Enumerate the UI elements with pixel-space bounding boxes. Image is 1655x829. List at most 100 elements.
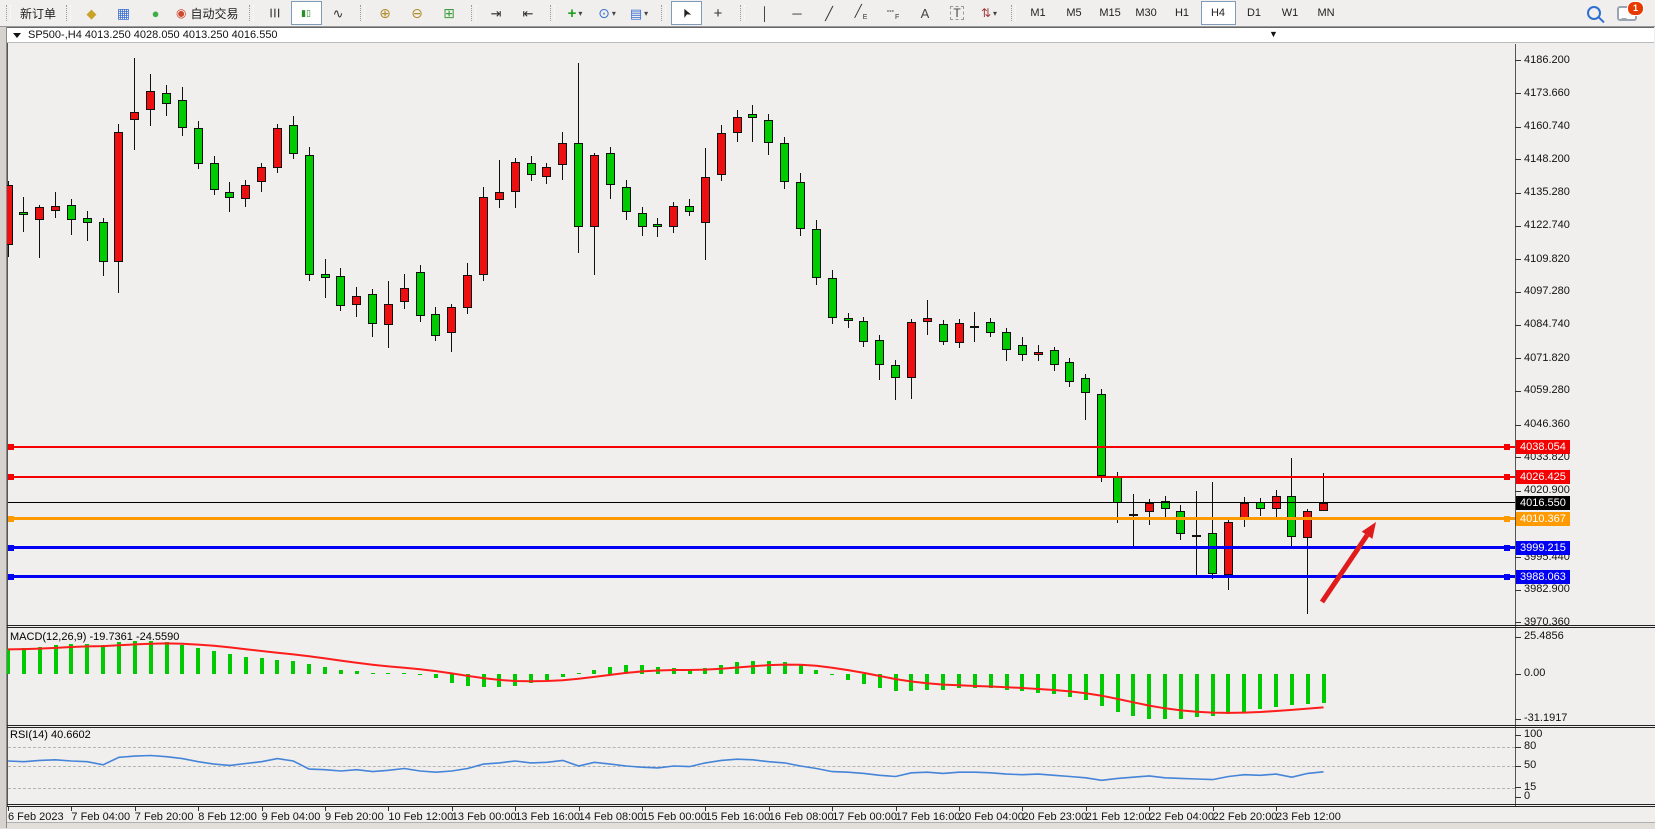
- x-axis-label: 20 Feb 23:00: [1022, 811, 1088, 823]
- macd-histogram-bar: [116, 642, 121, 674]
- timeframe-m30-button[interactable]: M30: [1135, 7, 1157, 19]
- candle-body: [431, 313, 441, 336]
- price-line-handle[interactable]: [8, 573, 14, 580]
- candle-body: [415, 272, 425, 316]
- x-axis-tick: [515, 807, 517, 811]
- zoom-in-icon[interactable]: ⊕: [370, 1, 401, 25]
- text-label-icon[interactable]: T: [942, 1, 973, 25]
- auto-trading-icon: ◉: [176, 6, 187, 20]
- x-axis-label: 22 Feb 04:00: [1149, 811, 1215, 823]
- candle-body: [1081, 378, 1091, 393]
- chart-shift-icon[interactable]: ⇤: [513, 1, 544, 25]
- auto-trading-button-label: 自动交易: [190, 6, 239, 21]
- timeframe-mn-button[interactable]: MN: [1317, 7, 1335, 19]
- y-axis-tick: [1515, 622, 1521, 624]
- search-icon[interactable]: [1587, 6, 1601, 20]
- candle-body: [368, 294, 378, 325]
- horizontal-line-icon[interactable]: ─: [782, 1, 813, 25]
- candle-body: [938, 324, 948, 342]
- candle-body: [811, 229, 821, 278]
- macd-histogram-bar: [893, 674, 898, 692]
- symbols-icon[interactable]: ◆: [76, 1, 107, 25]
- timeframe-m15-button[interactable]: M15: [1099, 7, 1121, 19]
- new-order-button[interactable]: 新订单: [16, 1, 60, 25]
- rsi-level-line: [8, 747, 1515, 749]
- candle-body: [383, 303, 393, 325]
- symbol-dropdown-icon[interactable]: [13, 32, 21, 38]
- panel-collapse-arrow-icon[interactable]: ▼: [1269, 29, 1278, 39]
- auto-scroll-icon[interactable]: ⇥: [481, 1, 512, 25]
- price-line[interactable]: [8, 517, 1515, 521]
- tile-windows-icon: ⊞: [443, 5, 455, 21]
- fibonacci-icon[interactable]: ┄F: [878, 1, 909, 25]
- channel-icon[interactable]: ╱E: [846, 1, 877, 25]
- price-line[interactable]: [8, 475, 1515, 478]
- price-line-handle[interactable]: [8, 473, 14, 480]
- macd-histogram-bar: [735, 662, 740, 674]
- rsi-level-line: [8, 766, 1515, 767]
- x-axis-tick: [705, 807, 707, 811]
- crosshair-icon[interactable]: +: [703, 1, 734, 25]
- bar-chart-icon[interactable]: ☰: [259, 1, 290, 25]
- price-line[interactable]: [8, 502, 1515, 504]
- macd-histogram-bar: [212, 650, 217, 674]
- macd-histogram-bar: [69, 643, 74, 674]
- templates-icon[interactable]: ▤ ▾: [624, 1, 655, 25]
- x-axis-tick: [1149, 807, 1151, 811]
- candle-body: [193, 127, 203, 165]
- price-line-handle[interactable]: [1504, 573, 1510, 580]
- line-chart-icon[interactable]: ∿: [323, 1, 354, 25]
- y-axis-tick: [1515, 490, 1521, 492]
- timeframe-d1-button[interactable]: D1: [1246, 7, 1262, 19]
- candlestick-chart-icon[interactable]: ▮▯: [290, 1, 322, 25]
- main-toolbar: 新订单 ◆ ▦ ● ◉ 自动交易 ☰ ▮▯ ∿ ⊕ ⊖ ⊞ ⇥ ⇤ + ▾ ⊙ ▾ ▤ ▾ ➤ + │ ─ ╱ ╱E ┄F A T ⇅ ▾ M…: [0, 0, 1655, 27]
- trendline-icon[interactable]: ╱: [814, 1, 845, 25]
- zoom-out-icon[interactable]: ⊖: [402, 1, 433, 25]
- x-axis-label: 10 Feb 12:00: [388, 811, 454, 823]
- y-axis-tick-label: 3970.360: [1524, 615, 1570, 628]
- arrows-icon[interactable]: ⇅ ▾: [974, 1, 1005, 25]
- candle-body: [605, 152, 615, 185]
- cursor-icon[interactable]: ➤: [670, 1, 702, 25]
- timeframe-h1-button[interactable]: H1: [1174, 7, 1190, 19]
- auto-trading-button[interactable]: ◉ 自动交易: [172, 1, 243, 25]
- macd-histogram-bar: [1258, 674, 1263, 710]
- price-line-handle[interactable]: [1504, 544, 1510, 551]
- vertical-line-icon[interactable]: │: [750, 1, 781, 25]
- candle-body: [177, 100, 187, 128]
- x-axis-label: 8 Feb 12:00: [198, 811, 257, 823]
- price-line-handle[interactable]: [1504, 473, 1510, 480]
- price-line-handle[interactable]: [1504, 443, 1510, 450]
- indicators-icon[interactable]: + ▾: [560, 1, 591, 25]
- macd-histogram-bar: [497, 674, 502, 688]
- price-line-tag: 3988.063: [1516, 569, 1570, 584]
- price-line-handle[interactable]: [8, 544, 14, 551]
- x-axis-tick: [642, 807, 643, 811]
- candle-wick: [895, 359, 897, 400]
- timeframe-m5-button[interactable]: M5: [1066, 7, 1082, 19]
- price-line[interactable]: [8, 575, 1515, 579]
- price-line[interactable]: [8, 445, 1515, 448]
- x-axis-tick: [832, 807, 834, 811]
- macd-histogram-bar: [655, 666, 660, 674]
- price-line-handle[interactable]: [1504, 515, 1510, 522]
- timeframe-m1-button[interactable]: M1: [1030, 7, 1046, 19]
- navigator-icon[interactable]: ●: [140, 1, 171, 25]
- price-line-handle[interactable]: [8, 443, 14, 450]
- market-watch-icon[interactable]: ▦: [108, 1, 139, 25]
- periods-icon[interactable]: ⊙ ▾: [592, 1, 623, 25]
- timeframe-h4-button[interactable]: H4: [1200, 1, 1236, 25]
- x-axis-label: 9 Feb 04:00: [261, 811, 321, 823]
- macd-histogram-bar: [1083, 674, 1088, 701]
- timeframe-w1-button[interactable]: W1: [1281, 7, 1299, 19]
- price-line-tag: 3999.215: [1516, 540, 1570, 555]
- chat-icon[interactable]: 1: [1617, 0, 1644, 21]
- price-line-handle[interactable]: [8, 515, 14, 522]
- y-axis-tick-label: 4186.200: [1524, 53, 1570, 66]
- y-axis-tick-label: 4097.280: [1524, 285, 1570, 298]
- candle-body: [494, 191, 504, 200]
- tile-windows-icon[interactable]: ⊞: [434, 1, 465, 25]
- price-line[interactable]: [8, 546, 1515, 550]
- panel-separator: [7, 627, 1655, 628]
- text-icon[interactable]: A: [910, 1, 941, 25]
